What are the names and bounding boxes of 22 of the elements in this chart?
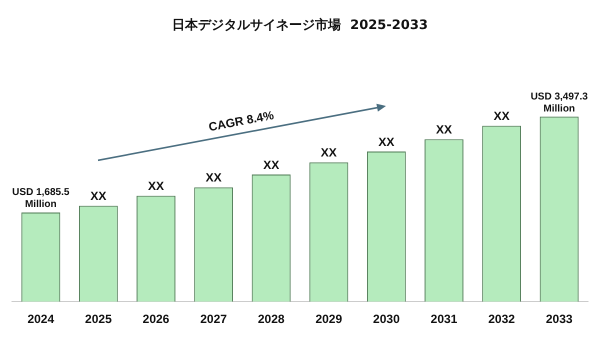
x-tick-label: 2033 bbox=[546, 312, 573, 326]
x-tick-label: 2026 bbox=[142, 312, 170, 326]
data-label: XX bbox=[378, 134, 394, 149]
x-tick-label: 2024 bbox=[27, 312, 54, 326]
x-tick-label: 2027 bbox=[200, 312, 228, 326]
annotation: CAGR 8.4% bbox=[207, 108, 276, 134]
x-tick-label: 2028 bbox=[258, 312, 285, 326]
data-label: XX bbox=[148, 179, 164, 194]
data-label: XX bbox=[436, 122, 452, 137]
data-label: XX bbox=[320, 146, 337, 160]
x-tick-label: 2032 bbox=[488, 312, 516, 326]
data-label: XX bbox=[263, 158, 280, 172]
x-tick-label: 2030 bbox=[373, 312, 400, 326]
chart-title: 日本デジタルサイネージ市場 2025-2033 bbox=[172, 17, 428, 34]
x-tick-label: 2031 bbox=[430, 312, 458, 326]
data-label: XX bbox=[90, 189, 106, 204]
data-label: USD 3,497.3 Million bbox=[530, 91, 588, 114]
data-label: XX bbox=[494, 109, 510, 124]
x-tick-label: 2029 bbox=[315, 312, 342, 326]
data-label: XX bbox=[206, 170, 222, 185]
x-tick-label: 2025 bbox=[85, 312, 112, 326]
data-label: USD 1,685.5 Million bbox=[12, 187, 70, 210]
